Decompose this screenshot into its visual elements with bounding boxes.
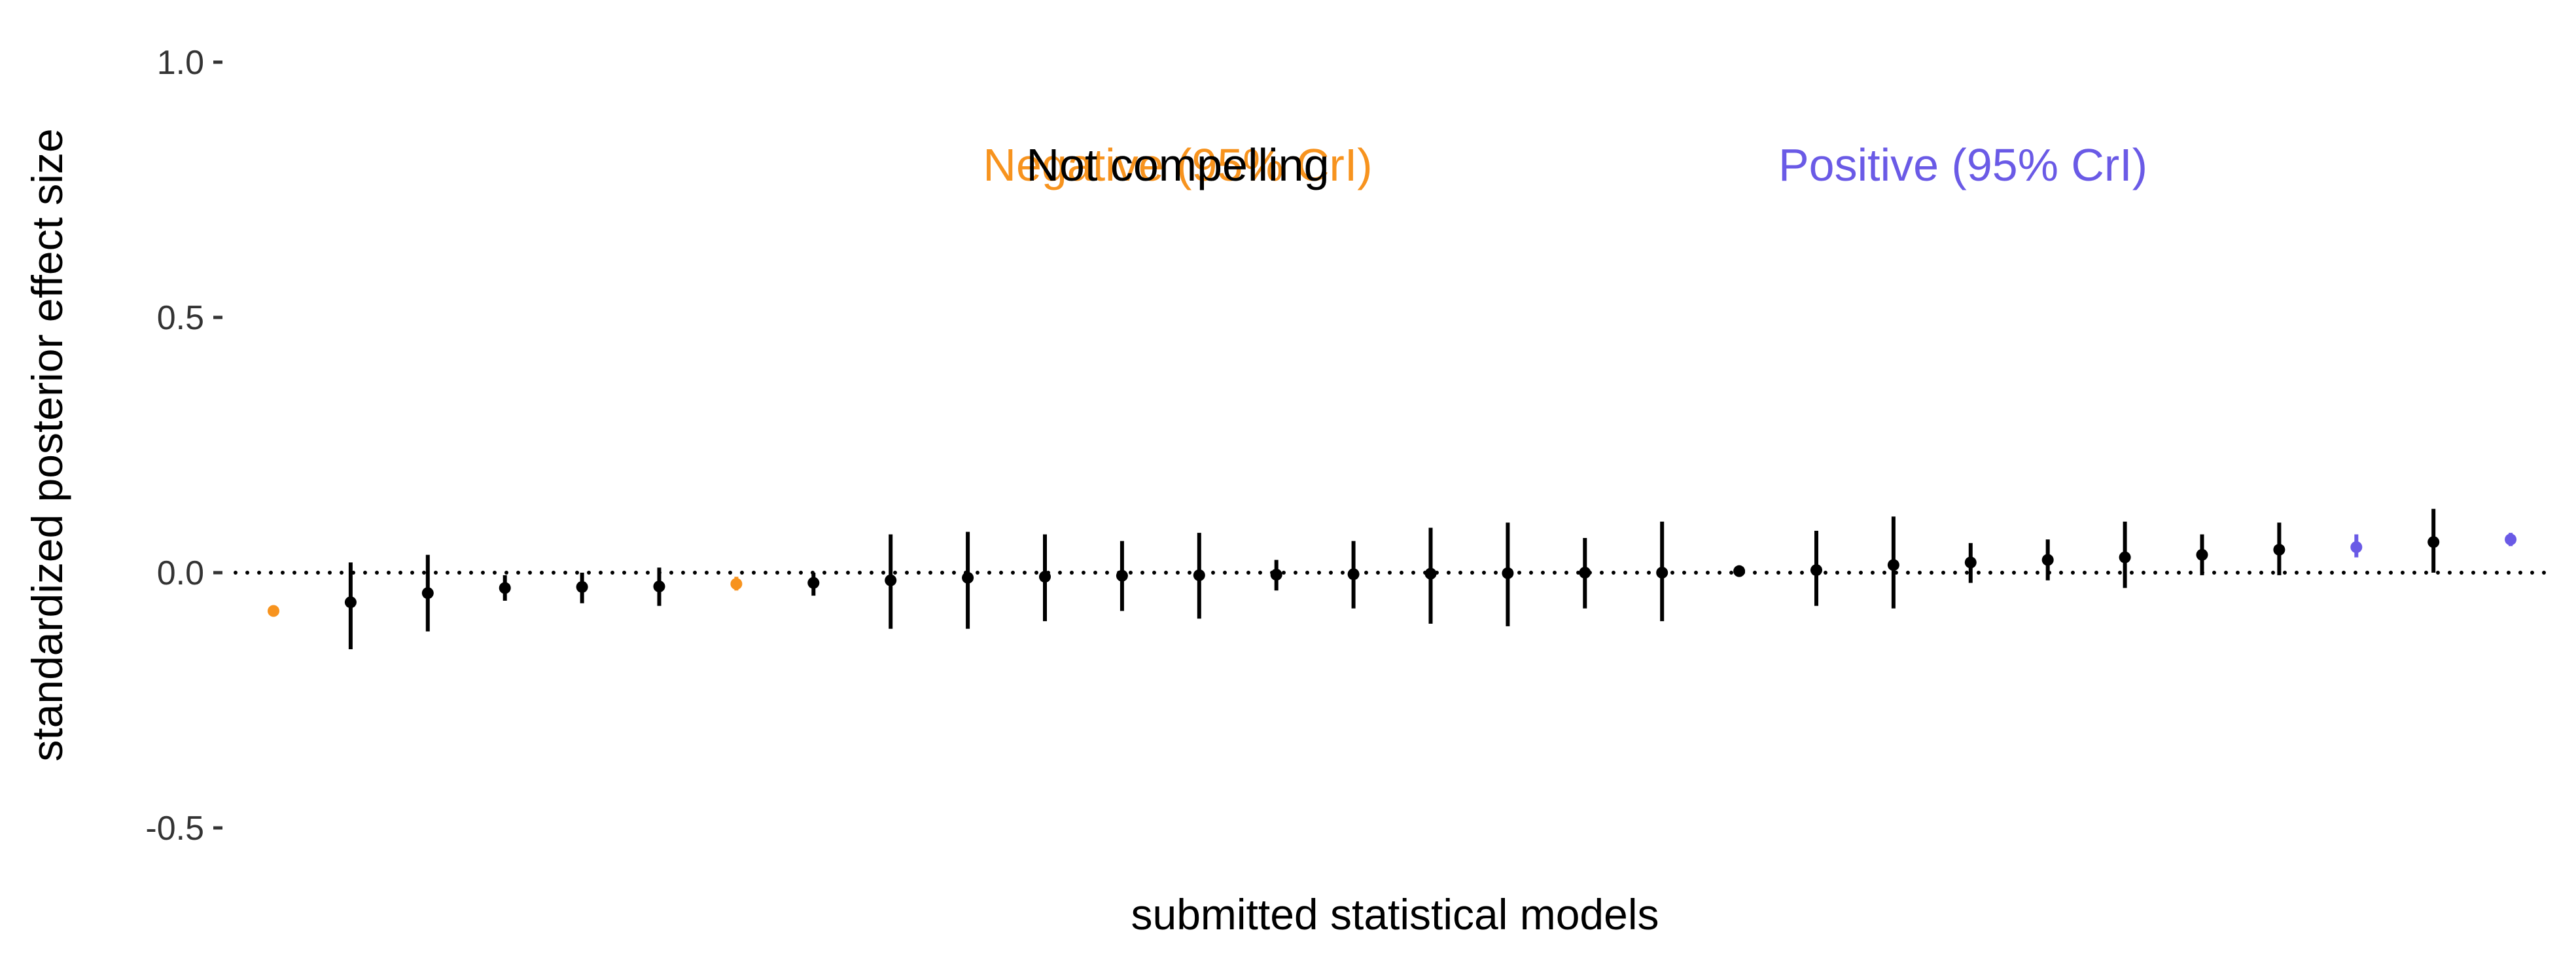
model-point — [1039, 571, 1051, 583]
model-point — [1656, 567, 1668, 579]
model-point — [2350, 541, 2363, 553]
group-label-not-compelling: Not compelling — [1027, 139, 1330, 190]
group-label-negative: Negative (95% CrI) — [983, 139, 1372, 190]
model-point — [1964, 556, 1977, 569]
model-point — [2273, 543, 2285, 556]
model-point — [1424, 567, 1437, 580]
model-point — [268, 605, 279, 617]
model-point — [2427, 536, 2440, 548]
model-point — [499, 582, 511, 594]
model-point — [2196, 548, 2208, 561]
model-point — [807, 577, 820, 589]
model-point — [421, 587, 434, 599]
model-point — [1502, 567, 1514, 579]
y-tick-label: 0.0 — [157, 554, 204, 592]
group-label-positive: Positive (95% CrI) — [1778, 139, 2147, 190]
model-point — [1733, 565, 1746, 577]
model-point — [1270, 569, 1282, 581]
model-point — [576, 581, 588, 593]
x-axis-title: submitted statistical models — [1131, 890, 1659, 939]
model-point — [1116, 569, 1128, 582]
y-axis-title: standardized posterior effect size — [23, 128, 71, 761]
y-tick-label: -0.5 — [145, 810, 204, 848]
model-point — [1810, 564, 1822, 577]
model-point — [2505, 533, 2517, 546]
model-point — [1347, 568, 1360, 581]
model-point — [1579, 567, 1591, 579]
model-point — [1887, 559, 1899, 571]
y-tick-label: 0.5 — [157, 299, 204, 337]
model-point — [730, 578, 743, 590]
model-point — [2119, 551, 2131, 564]
model-point — [1193, 569, 1205, 581]
model-point — [885, 574, 897, 586]
model-point — [962, 571, 974, 584]
model-point — [653, 581, 665, 593]
model-point — [344, 596, 357, 609]
y-tick-label: 1.0 — [157, 44, 204, 82]
model-point — [2041, 554, 2054, 566]
